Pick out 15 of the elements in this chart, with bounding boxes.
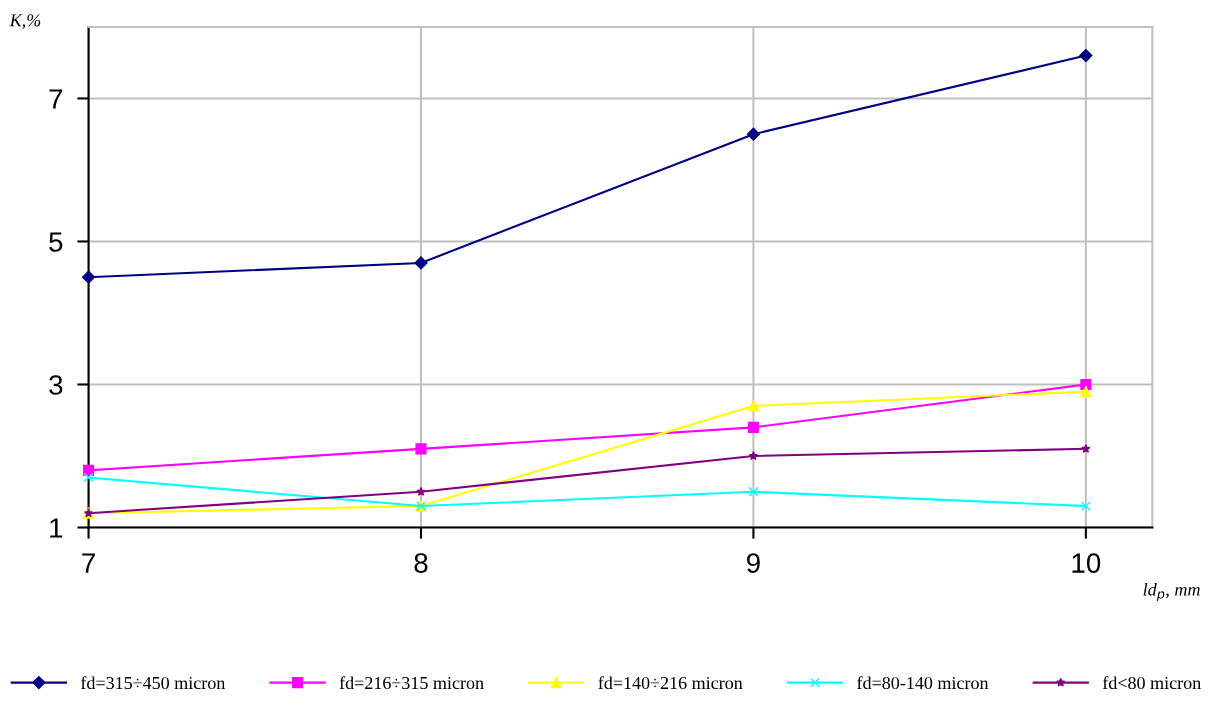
x-tick-label: 10 bbox=[1072, 553, 1101, 573]
y-tick-label: 7 bbox=[49, 89, 63, 109]
legend-label: fd=315÷450 micron bbox=[80, 676, 226, 690]
legend-label: fd=216÷315 micron bbox=[339, 676, 484, 690]
x-tick-label: 9 bbox=[747, 553, 760, 573]
x-tick-label: 8 bbox=[414, 553, 428, 573]
y-tick-label: 3 bbox=[49, 375, 63, 395]
x-tick-label: 7 bbox=[82, 553, 95, 573]
y-tick-label: 1 bbox=[50, 518, 63, 538]
legend-label: fd=140÷216 micron bbox=[598, 676, 743, 690]
legend-label: fd<80 micron bbox=[1102, 676, 1201, 690]
y-axis-title: K,% bbox=[9, 14, 41, 30]
legend-label: fd=80-140 micron bbox=[857, 676, 989, 690]
x-axis-title: ld$_{p}$, mm bbox=[1143, 582, 1200, 602]
y-tick-label: 5 bbox=[49, 232, 63, 252]
